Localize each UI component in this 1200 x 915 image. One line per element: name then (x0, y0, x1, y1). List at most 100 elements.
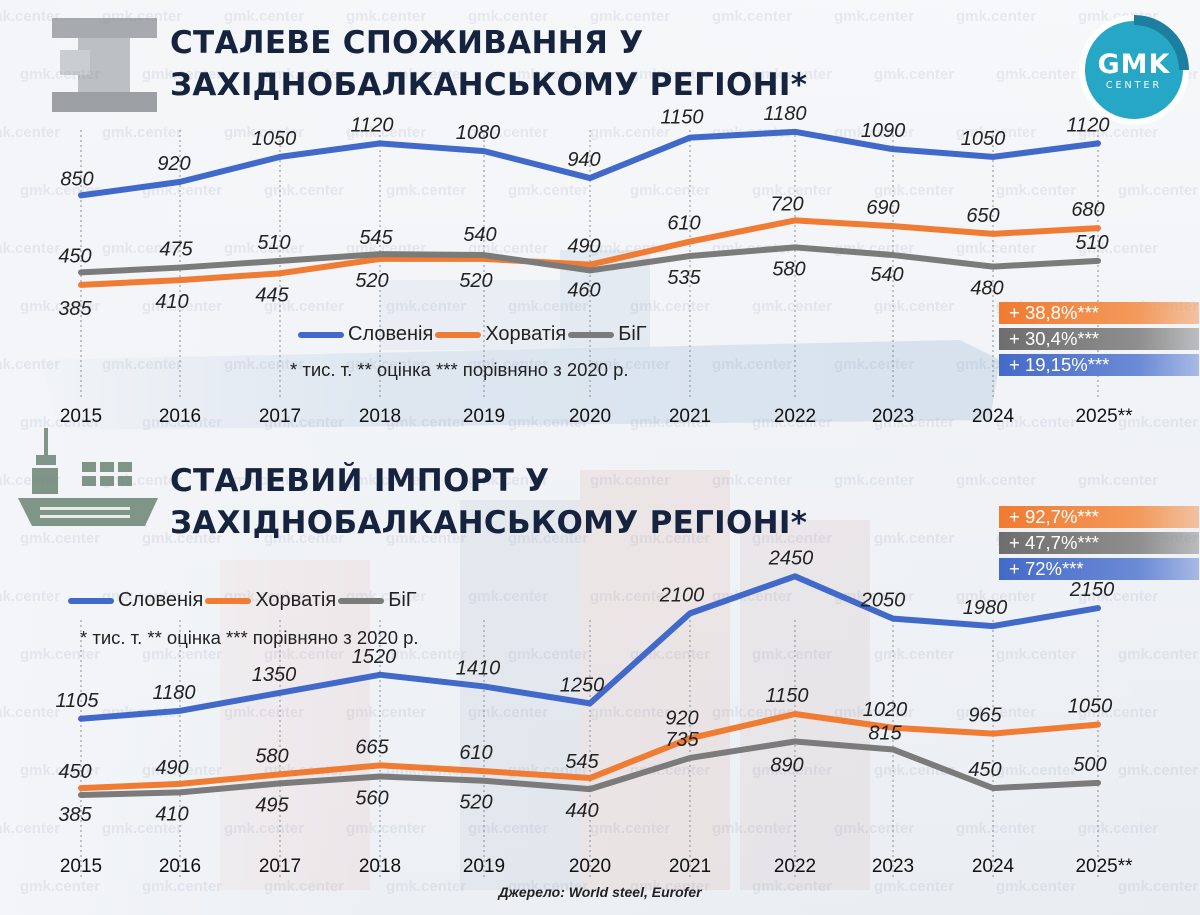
data-label: 560 (355, 787, 388, 809)
title-line-1: СТАЛЕВИЙ ІМПОРТ У (170, 463, 550, 499)
legend-swatch (568, 331, 615, 338)
x-tick-label: 2021 (669, 856, 711, 877)
data-label: 410 (155, 803, 188, 825)
data-label: 1050 (1068, 696, 1113, 718)
series-slovenia: 850 920 1050 1120 1080 940 1150 1180 1090 1050 112… (60, 103, 1110, 199)
growth-badge-bih: + 47,7%*** (999, 532, 1199, 554)
data-label: 520 (355, 270, 388, 292)
series-line-croatia (78, 217, 1101, 288)
x-axis: 2015 2016 2017 2018 2019 2020 2021 2022 2023 2024… (60, 856, 1133, 877)
data-label: 540 (870, 264, 903, 286)
data-label: 535 (667, 267, 701, 289)
series-slovenia: 1105 1180 1350 1520 1410 1250 2100 2450 2050 1980… (55, 547, 1114, 722)
footnote: * тис. т. ** оцінка *** порівняно з 2020… (290, 359, 629, 380)
legend-swatch (205, 597, 252, 604)
legend-label: БіГ (388, 589, 417, 611)
legend-label: Хорватія (255, 589, 337, 611)
consumption-chart-title: СТАЛЕВЕ СПОЖИВАННЯ У ЗАХІДНОБАЛКАНСЬКОМУ… (170, 22, 807, 106)
consumption-legend: Словенія Хорватія БіГ (298, 323, 649, 346)
data-label: 1120 (1066, 114, 1109, 136)
source-note: Джерело: World steel, Eurofer (498, 884, 702, 900)
x-tick-label: 2023 (872, 856, 914, 877)
x-tick-label: 2024 (972, 406, 1015, 427)
data-label: 1120 (350, 114, 393, 136)
x-tick-label: 2020 (569, 856, 611, 877)
data-label: 815 (868, 722, 902, 744)
data-label: 450 (58, 761, 91, 783)
data-label: 1180 (152, 682, 195, 704)
data-label: 610 (667, 213, 700, 235)
gmk-center-logo: GMK CENTER (1076, 12, 1192, 128)
growth-badge-croatia: + 92,7%*** (999, 506, 1199, 528)
data-label: 385 (58, 804, 92, 826)
data-label: 490 (567, 236, 600, 258)
data-label: 445 (255, 284, 289, 306)
data-label: 920 (665, 707, 698, 729)
x-tick-label: 2016 (159, 406, 201, 427)
x-tick-label: 2016 (159, 856, 201, 877)
x-tick-label: 2015 (60, 856, 102, 877)
legend-item-bih: БіГ (568, 323, 647, 346)
x-tick-label: 2017 (259, 856, 301, 877)
data-label: 1520 (352, 646, 397, 668)
data-label: 510 (257, 232, 290, 254)
series-line-slovenia (78, 128, 1101, 199)
data-label: 2100 (659, 584, 705, 606)
legend-swatch (435, 331, 482, 338)
cargo-ship-icon (18, 428, 158, 526)
data-label: 450 (968, 759, 1001, 781)
logo-sub-text: CENTER (1105, 80, 1163, 91)
data-label: 490 (155, 757, 188, 779)
consumption-line-chart: 850 920 1050 1120 1080 940 1150 1180 1090 1050 112… (58, 103, 1133, 427)
title-line-1: СТАЛЕВЕ СПОЖИВАННЯ У (170, 25, 644, 61)
x-axis: 2015 2016 2017 2018 2019 2020 2021 2022 2023 2024… (60, 406, 1133, 427)
series-bih: 450 475 510 545 540 460 535 580 540 480 510 (58, 224, 1108, 301)
data-label: 580 (255, 745, 288, 767)
legend-item-slovenia: Словенія (298, 323, 433, 346)
data-label: 735 (665, 729, 699, 751)
legend-label: Словенія (118, 589, 204, 611)
growth-badge-slovenia: + 19,15%*** (999, 354, 1199, 376)
gridlines (80, 620, 1099, 880)
data-label: 2450 (768, 547, 814, 569)
legend-label: БіГ (618, 323, 647, 345)
data-label: 920 (157, 153, 190, 175)
data-label: 940 (567, 149, 600, 171)
data-label: 1180 (763, 103, 806, 125)
data-label: 385 (58, 298, 92, 320)
series-line-croatia (78, 710, 1101, 792)
data-label: 520 (459, 792, 492, 814)
import-chart-title: СТАЛЕВИЙ ІМПОРТ У ЗАХІДНОБАЛКАНСЬКОМУ РЕ… (170, 460, 807, 544)
x-tick-label: 2022 (774, 406, 816, 427)
data-label: 480 (970, 278, 1003, 300)
series-croatia: 385 410 445 520 520 490 610 720 690 650 680 (58, 193, 1104, 319)
series-line-bih (78, 244, 1101, 276)
data-label: 1090 (861, 120, 906, 142)
data-label: 1980 (963, 597, 1008, 619)
footnote: * тис. т. ** оцінка *** порівняно з 2020… (80, 627, 419, 648)
legend-item-bih: БіГ (338, 589, 417, 612)
data-label: 680 (1071, 199, 1104, 221)
data-label: 1080 (456, 122, 501, 144)
data-label: 1020 (863, 699, 908, 721)
data-label: 2050 (860, 590, 906, 612)
x-tick-label: 2019 (463, 406, 505, 427)
data-label: 410 (155, 291, 188, 313)
series-line-bih (78, 738, 1101, 798)
data-label: 1050 (961, 128, 1006, 150)
data-label: 545 (565, 751, 599, 773)
series-line-slovenia (78, 573, 1101, 722)
data-label: 545 (359, 227, 393, 249)
data-label: 475 (159, 239, 193, 261)
legend-label: Словенія (348, 323, 434, 345)
x-tick-label: 2025** (1075, 856, 1133, 877)
legend-swatch (338, 597, 385, 604)
data-label: 540 (463, 224, 496, 246)
data-label: 610 (459, 742, 492, 764)
x-tick-label: 2017 (259, 406, 301, 427)
data-label: 440 (565, 800, 598, 822)
legend-item-croatia: Хорватія (205, 589, 336, 612)
data-label: 1050 (252, 128, 297, 150)
x-tick-label: 2018 (359, 856, 401, 877)
